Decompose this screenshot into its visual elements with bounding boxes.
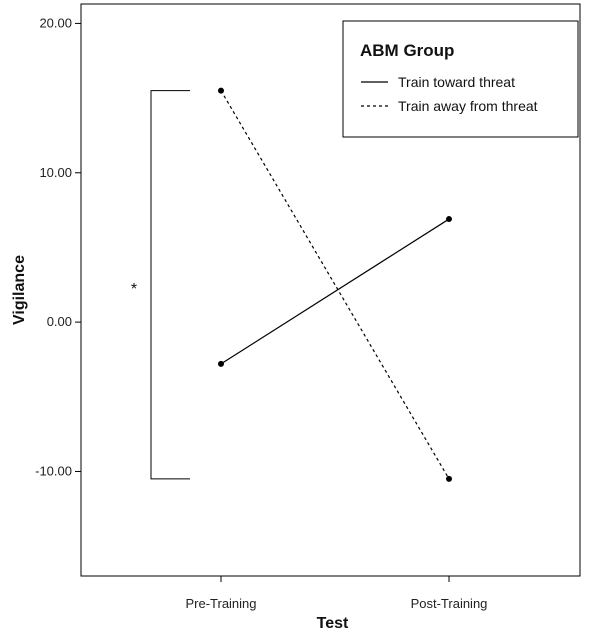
significance-star: * <box>131 281 137 298</box>
y-tick-label: -10.00 <box>35 463 72 478</box>
x-axis-title: Test <box>317 615 349 632</box>
legend-label: Train away from threat <box>398 98 538 114</box>
data-point <box>218 87 224 94</box>
series-layer <box>218 87 452 482</box>
series-line-2 <box>220 90 450 480</box>
y-tick-label: 20.00 <box>39 15 72 30</box>
significance-bracket <box>150 90 190 480</box>
axes <box>80 3 581 577</box>
legend-label: Train toward threat <box>398 74 515 90</box>
legend-box <box>342 20 579 138</box>
y-axis-title: Vigilance <box>11 255 28 325</box>
data-point <box>446 475 452 482</box>
y-tick-label: 10.00 <box>39 165 72 180</box>
y-tick-label: 0.00 <box>47 314 72 329</box>
series-line-1 <box>220 218 450 365</box>
annotation-layer: * <box>131 90 190 480</box>
legend-title: ABM Group <box>360 41 454 60</box>
data-point <box>446 216 452 223</box>
plot-frame <box>80 3 581 577</box>
data-point <box>218 360 224 367</box>
legend: ABM Group Train toward threat Train away f… <box>342 20 579 138</box>
x-tick-label: Post-Training <box>411 596 488 611</box>
x-tick-label: Pre-Training <box>185 596 256 611</box>
tick-layer: -10.00 0.00 10.00 20.00 Pre-Training Post-Tra… <box>35 15 487 611</box>
